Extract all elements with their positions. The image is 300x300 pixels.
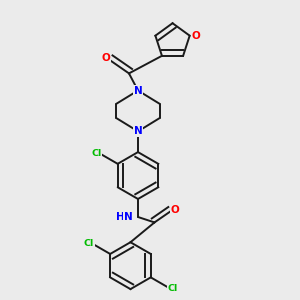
Text: O: O	[101, 53, 110, 63]
Text: N: N	[134, 85, 142, 95]
Text: Cl: Cl	[84, 238, 94, 247]
Text: N: N	[134, 126, 142, 136]
Text: O: O	[192, 31, 201, 41]
Text: Cl: Cl	[168, 284, 178, 293]
Text: O: O	[171, 206, 180, 215]
Text: N: N	[124, 212, 133, 222]
Text: H: H	[116, 212, 124, 222]
Text: Cl: Cl	[92, 148, 102, 158]
